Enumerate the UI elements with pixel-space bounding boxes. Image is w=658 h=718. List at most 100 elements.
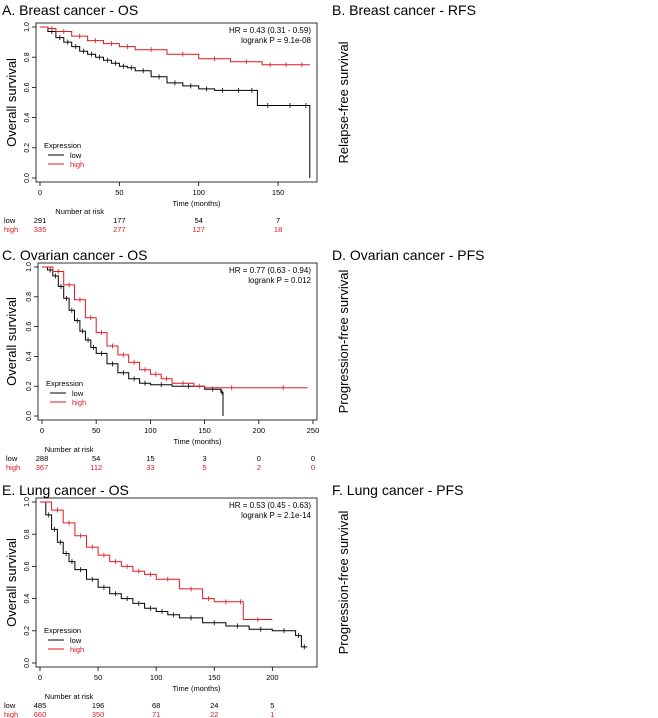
risk-value-low: 177 xyxy=(113,216,126,225)
x-tick-label: 100 xyxy=(192,188,205,197)
risk-value-low: 485 xyxy=(34,701,47,710)
y-tick-label: 0.8 xyxy=(24,52,31,62)
x-tick-label: 0 xyxy=(40,426,44,435)
risk-value-low: 196 xyxy=(92,701,105,710)
panel-title: C. Ovarian cancer - OS xyxy=(2,247,148,263)
km-curve-high xyxy=(42,266,308,389)
panel-1: A. Breast cancer - OS 0.0 0.2 0.4 0.6 0.8 1.0 0… xyxy=(2,2,318,234)
plot-frame xyxy=(35,497,318,668)
risk-value-high: 350 xyxy=(92,710,105,718)
risk-value-high: 277 xyxy=(113,225,126,234)
x-tick-label: 200 xyxy=(253,426,266,435)
x-tick-label: 50 xyxy=(92,426,100,435)
x-tick-label: 0 xyxy=(38,188,42,197)
y-tick-label: 0.6 xyxy=(24,82,31,92)
y-tick-label: 0.0 xyxy=(24,173,31,183)
y-axis-label: Progression-free survival xyxy=(336,511,351,655)
risk-row-label-high: high xyxy=(4,225,18,234)
km-curve-low xyxy=(40,26,311,178)
risk-value-high: 367 xyxy=(36,463,49,472)
km-curve-low xyxy=(40,501,308,648)
x-axis-label: Time (months) xyxy=(172,684,221,693)
y-tick-label: 0.8 xyxy=(24,529,31,539)
risk-row-label-high: high xyxy=(6,463,20,472)
plot-frame xyxy=(35,22,318,183)
risk-value-high: 71 xyxy=(152,710,160,718)
risk-value-low: 291 xyxy=(34,216,47,225)
x-tick-label: 250 xyxy=(307,426,320,435)
logrank-annotation: logrank P = 0.012 xyxy=(248,276,311,285)
x-tick-label: 150 xyxy=(208,673,221,682)
risk-value-low: 24 xyxy=(210,701,218,710)
legend-label-high: high xyxy=(70,160,84,169)
risk-row-label-low: low xyxy=(6,454,18,463)
x-tick-label: 50 xyxy=(94,673,102,682)
legend-label-low: low xyxy=(70,636,82,645)
hr-annotation: HR = 0.77 (0.63 - 0.94) xyxy=(229,266,311,275)
risk-table-header: Number at risk xyxy=(45,445,94,454)
y-axis-label: Overall survival xyxy=(4,297,19,386)
panel-title: F. Lung cancer - PFS xyxy=(332,482,464,498)
panel-5: E. Lung cancer - OS 0.0 0.2 0.4 0.6 0.8 1.0 0 50… xyxy=(2,482,318,718)
y-tick-label: 0.6 xyxy=(26,322,33,332)
panel-title: E. Lung cancer - OS xyxy=(2,482,129,498)
logrank-annotation: logrank P = 2.1e-14 xyxy=(241,511,311,520)
risk-value-low: 54 xyxy=(195,216,203,225)
y-tick-label: 0.0 xyxy=(26,411,33,421)
risk-table-header: Number at risk xyxy=(55,207,104,216)
x-tick-label: 200 xyxy=(266,673,279,682)
risk-value-high: 5 xyxy=(203,463,207,472)
risk-value-high: 127 xyxy=(192,225,205,234)
legend-label-high: high xyxy=(70,645,84,654)
risk-value-high: 335 xyxy=(34,225,47,234)
y-tick-label: 0.4 xyxy=(24,113,31,123)
panel-title: D. Ovarian cancer - PFS xyxy=(332,247,485,263)
y-tick-label: 0.6 xyxy=(24,561,31,571)
risk-row-label-low: low xyxy=(4,701,16,710)
legend-title: Expression xyxy=(44,626,81,635)
y-tick-label: 0.4 xyxy=(26,351,33,361)
risk-value-low: 0 xyxy=(257,454,261,463)
y-tick-label: 0.2 xyxy=(24,626,31,636)
y-tick-label: 1.0 xyxy=(26,262,33,272)
legend-title: Expression xyxy=(44,141,81,150)
risk-value-high: 112 xyxy=(90,463,102,472)
x-axis-label: Time (months) xyxy=(173,437,222,446)
x-tick-label: 100 xyxy=(150,673,163,682)
risk-value-low: 15 xyxy=(146,454,154,463)
panel-title: A. Breast cancer - OS xyxy=(2,2,138,18)
km-curve-high xyxy=(40,501,273,620)
x-tick-label: 0 xyxy=(38,673,42,682)
legend-title: Expression xyxy=(46,379,83,388)
y-tick-label: 0.4 xyxy=(24,594,31,604)
panel-2: B. Breast cancer - RFS0.00.20.40.60.81.0… xyxy=(332,2,476,164)
panel-3: C. Ovarian cancer - OS 0.0 0.2 0.4 0.6 0.8 1.0… xyxy=(2,247,319,472)
panel-title: B. Breast cancer - RFS xyxy=(332,2,476,18)
risk-value-high: 0 xyxy=(311,463,315,472)
legend-label-high: high xyxy=(72,398,86,407)
risk-value-high: 2 xyxy=(257,463,261,472)
risk-value-low: 0 xyxy=(311,454,315,463)
x-axis-label: Time (months) xyxy=(172,199,221,208)
panel-4: D. Ovarian cancer - PFS0.00.20.40.60.81.… xyxy=(332,247,485,413)
risk-value-low: 3 xyxy=(203,454,207,463)
y-tick-label: 1.0 xyxy=(24,497,31,507)
y-axis-label: Overall survival xyxy=(4,58,19,147)
legend-label-low: low xyxy=(70,151,82,160)
panel-6: F. Lung cancer - PFS0.00.20.40.60.81.002… xyxy=(332,482,464,655)
hr-annotation: HR = 0.43 (0.31 - 0.59) xyxy=(229,26,311,35)
x-tick-label: 50 xyxy=(115,188,123,197)
y-axis-label: Relapse-free survival xyxy=(336,41,351,163)
risk-value-low: 5 xyxy=(270,701,274,710)
risk-value-low: 68 xyxy=(152,701,160,710)
risk-value-high: 18 xyxy=(274,225,282,234)
y-tick-label: 1.0 xyxy=(24,22,31,32)
y-tick-label: 0.2 xyxy=(26,381,33,391)
risk-value-high: 660 xyxy=(34,710,47,718)
risk-row-label-high: high xyxy=(4,710,18,718)
risk-value-high: 33 xyxy=(146,463,154,472)
y-tick-label: 0.8 xyxy=(26,292,33,302)
logrank-annotation: logrank P = 9.1e-08 xyxy=(241,36,311,45)
x-tick-label: 100 xyxy=(144,426,157,435)
